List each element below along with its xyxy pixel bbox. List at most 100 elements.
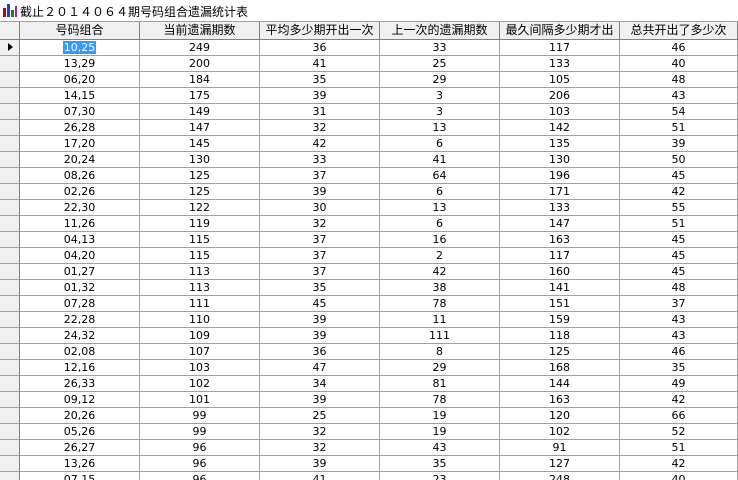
row-selector[interactable]	[0, 360, 20, 376]
row-selector[interactable]	[0, 472, 20, 480]
table-cell[interactable]: 107	[140, 344, 260, 360]
table-cell[interactable]: 35	[380, 456, 500, 472]
table-cell[interactable]: 04,20	[20, 248, 140, 264]
table-cell[interactable]: 45	[620, 168, 738, 184]
table-cell[interactable]: 96	[140, 456, 260, 472]
table-cell[interactable]: 55	[620, 200, 738, 216]
table-cell[interactable]: 36	[260, 40, 380, 56]
table-cell[interactable]: 51	[620, 440, 738, 456]
table-cell[interactable]: 48	[620, 72, 738, 88]
table-cell[interactable]: 25	[260, 408, 380, 424]
table-cell[interactable]: 109	[140, 328, 260, 344]
table-cell[interactable]: 07,30	[20, 104, 140, 120]
table-cell[interactable]: 103	[500, 104, 620, 120]
row-selector[interactable]	[0, 200, 20, 216]
table-cell[interactable]: 51	[620, 120, 738, 136]
table-cell[interactable]: 127	[500, 456, 620, 472]
table-cell[interactable]: 01,27	[20, 264, 140, 280]
row-selector[interactable]	[0, 328, 20, 344]
table-cell[interactable]: 26,33	[20, 376, 140, 392]
table-cell[interactable]: 32	[260, 120, 380, 136]
table-cell[interactable]: 25	[380, 56, 500, 72]
table-cell[interactable]: 64	[380, 168, 500, 184]
table-cell[interactable]: 47	[260, 360, 380, 376]
table-cell[interactable]: 3	[380, 88, 500, 104]
table-cell[interactable]: 171	[500, 184, 620, 200]
table-cell[interactable]: 111	[140, 296, 260, 312]
table-cell[interactable]: 34	[260, 376, 380, 392]
table-cell[interactable]: 45	[260, 296, 380, 312]
table-cell[interactable]: 151	[500, 296, 620, 312]
table-cell[interactable]: 14,15	[20, 88, 140, 104]
table-cell[interactable]: 160	[500, 264, 620, 280]
row-selector[interactable]	[0, 216, 20, 232]
table-cell[interactable]: 125	[140, 184, 260, 200]
column-header[interactable]: 当前遗漏期数	[140, 22, 260, 40]
table-cell[interactable]: 99	[140, 408, 260, 424]
table-cell[interactable]: 142	[500, 120, 620, 136]
table-cell[interactable]: 37	[260, 232, 380, 248]
table-cell[interactable]: 113	[140, 280, 260, 296]
row-selector[interactable]	[0, 152, 20, 168]
table-cell[interactable]: 81	[380, 376, 500, 392]
table-cell[interactable]: 19	[380, 424, 500, 440]
table-cell[interactable]: 17,20	[20, 136, 140, 152]
table-cell[interactable]: 39	[260, 312, 380, 328]
table-cell[interactable]: 66	[620, 408, 738, 424]
table-cell[interactable]: 23	[380, 472, 500, 480]
column-header[interactable]: 号码组合	[20, 22, 140, 40]
table-cell[interactable]: 111	[380, 328, 500, 344]
table-cell[interactable]: 2	[380, 248, 500, 264]
table-cell[interactable]: 130	[140, 152, 260, 168]
table-cell[interactable]: 26,27	[20, 440, 140, 456]
table-cell[interactable]: 41	[260, 472, 380, 480]
table-cell[interactable]: 147	[140, 120, 260, 136]
row-selector[interactable]	[0, 424, 20, 440]
row-selector[interactable]	[0, 56, 20, 72]
table-cell[interactable]: 39	[260, 88, 380, 104]
column-header[interactable]: 上一次的遗漏期数	[380, 22, 500, 40]
column-header[interactable]: 最久间隔多少期才出	[500, 22, 620, 40]
table-cell[interactable]: 09,12	[20, 392, 140, 408]
table-cell[interactable]: 02,26	[20, 184, 140, 200]
table-cell[interactable]: 125	[140, 168, 260, 184]
table-cell[interactable]: 159	[500, 312, 620, 328]
table-cell[interactable]: 102	[140, 376, 260, 392]
table-cell[interactable]: 13,26	[20, 456, 140, 472]
table-cell[interactable]: 13	[380, 120, 500, 136]
table-cell[interactable]: 115	[140, 248, 260, 264]
table-cell[interactable]: 22,30	[20, 200, 140, 216]
table-cell[interactable]: 41	[260, 56, 380, 72]
table-cell[interactable]: 42	[620, 456, 738, 472]
table-cell[interactable]: 12,16	[20, 360, 140, 376]
row-selector[interactable]	[0, 40, 20, 56]
table-cell[interactable]: 33	[380, 40, 500, 56]
row-selector[interactable]	[0, 408, 20, 424]
column-header[interactable]: 平均多少期开出一次	[260, 22, 380, 40]
table-cell[interactable]: 120	[500, 408, 620, 424]
table-cell[interactable]: 24,32	[20, 328, 140, 344]
table-cell[interactable]: 39	[260, 184, 380, 200]
table-cell[interactable]: 117	[500, 248, 620, 264]
table-cell[interactable]: 40	[620, 56, 738, 72]
table-cell[interactable]: 196	[500, 168, 620, 184]
row-selector[interactable]	[0, 120, 20, 136]
table-cell[interactable]: 105	[500, 72, 620, 88]
table-cell[interactable]: 31	[260, 104, 380, 120]
row-selector[interactable]	[0, 344, 20, 360]
table-cell[interactable]: 19	[380, 408, 500, 424]
table-cell[interactable]: 184	[140, 72, 260, 88]
row-selector[interactable]	[0, 168, 20, 184]
row-selector[interactable]	[0, 280, 20, 296]
table-cell[interactable]: 6	[380, 216, 500, 232]
table-cell[interactable]: 30	[260, 200, 380, 216]
table-cell[interactable]: 29	[380, 72, 500, 88]
table-cell[interactable]: 78	[380, 392, 500, 408]
table-cell[interactable]: 32	[260, 216, 380, 232]
table-cell[interactable]: 35	[620, 360, 738, 376]
table-cell[interactable]: 37	[260, 264, 380, 280]
table-cell[interactable]: 168	[500, 360, 620, 376]
row-selector[interactable]	[0, 296, 20, 312]
table-cell[interactable]: 43	[620, 328, 738, 344]
table-cell[interactable]: 42	[620, 184, 738, 200]
